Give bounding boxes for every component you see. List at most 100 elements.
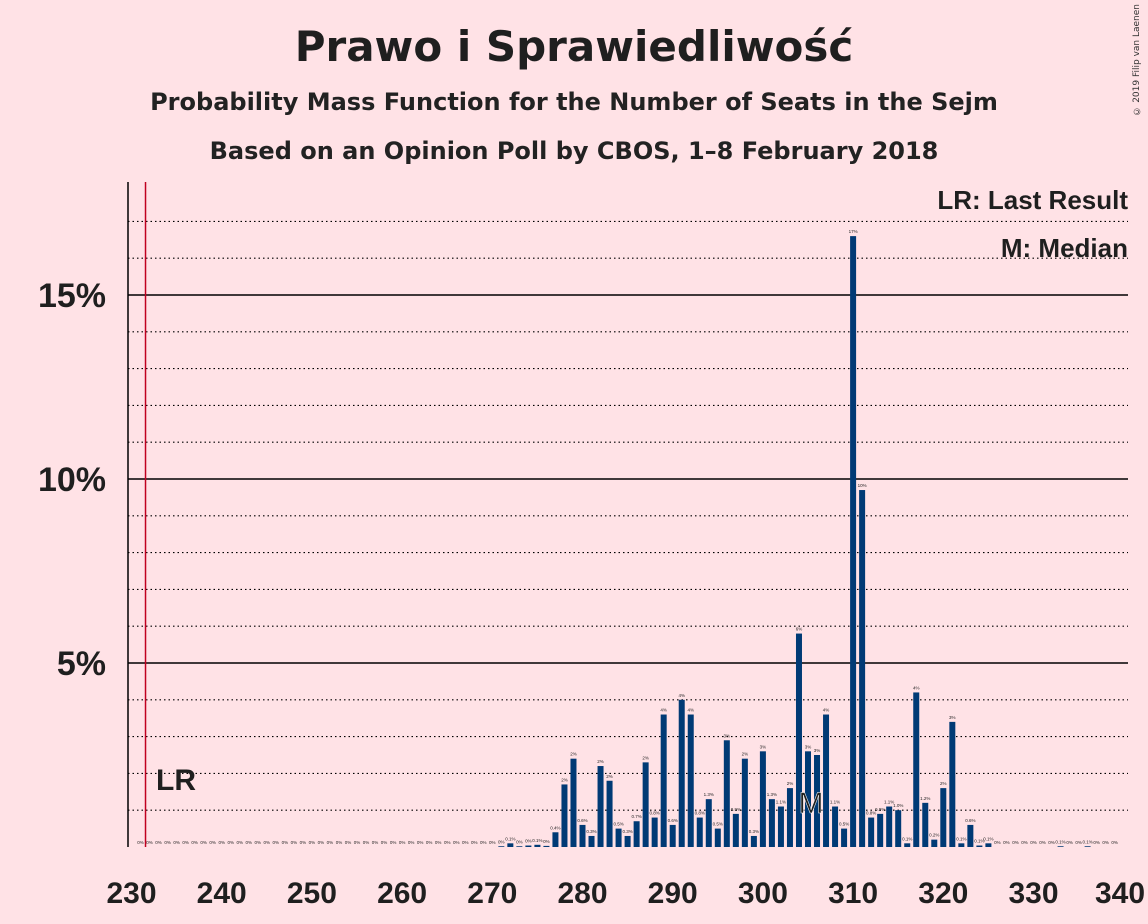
bar-label-339: 0%: [1111, 840, 1118, 845]
bar-label-293: 0.8%: [695, 811, 705, 816]
x-tick-label: 280: [557, 877, 607, 910]
bar-label-319: 0.2%: [929, 833, 939, 838]
bar-label-313: 0.9%: [875, 807, 885, 812]
bar-310: [850, 236, 857, 847]
bar-label-235: 0%: [173, 840, 180, 845]
bar-label-231: 0%: [137, 840, 144, 845]
bar-label-254: 0%: [345, 840, 352, 845]
bar-label-256: 0%: [363, 840, 370, 845]
bar-label-273: 0%: [516, 839, 523, 844]
bar-label-243: 0%: [246, 840, 253, 845]
bar-label-292: 4%: [687, 708, 694, 713]
bar-271: [498, 846, 505, 847]
legend-median: M: Median: [1001, 233, 1128, 263]
bar-297: [732, 813, 739, 847]
bar-label-247: 0%: [282, 840, 289, 845]
bar-272: [507, 843, 514, 847]
bar-label-328: 0%: [1012, 840, 1019, 845]
bar-309: [841, 828, 848, 847]
bar-295: [714, 828, 721, 847]
bar-label-323: 0.6%: [965, 818, 975, 823]
x-tick-label: 340: [1095, 877, 1145, 910]
bar-label-336: 0.1%: [1082, 839, 1092, 844]
bar-label-331: 0%: [1039, 840, 1046, 845]
median-marker: M: [799, 787, 824, 820]
bar-label-242: 0%: [236, 840, 243, 845]
bar-label-304: 6%: [796, 627, 803, 632]
x-tick-label: 310: [828, 877, 878, 910]
bar-label-295: 0.5%: [713, 822, 723, 827]
x-tick-label: 230: [106, 877, 156, 910]
x-tick-label: 300: [738, 877, 788, 910]
bar-300: [759, 751, 766, 847]
bar-284: [615, 828, 622, 847]
bar-320: [940, 788, 947, 847]
bar-label-311: 10%: [858, 483, 867, 488]
bar-label-315: 1.0%: [893, 803, 903, 808]
bar-label-334: 0%: [1066, 840, 1073, 845]
y-tick-labels: 5% 10% 15%: [38, 277, 106, 683]
x-tick-label: 260: [377, 877, 427, 910]
bar-273: [516, 846, 523, 847]
bar-301: [768, 799, 775, 847]
bar-278: [561, 784, 568, 847]
bar-282: [597, 766, 604, 847]
bar-280: [579, 824, 586, 847]
bar-label-236: 0%: [182, 840, 189, 845]
bar-311: [859, 490, 866, 847]
bar-label-329: 0%: [1021, 840, 1028, 845]
bar-label-281: 0.3%: [586, 829, 596, 834]
bar-label-296: 3%: [724, 733, 731, 738]
bar-label-278: 2%: [561, 777, 568, 782]
bar-label-286: 0.7%: [631, 814, 641, 819]
bar-296: [723, 740, 730, 847]
bar-label-244: 0%: [255, 840, 262, 845]
y-tick-label: 15%: [38, 277, 106, 315]
bar-298: [741, 758, 748, 847]
bar-label-274: 0%: [525, 839, 532, 844]
bar-label-302: 1.1%: [776, 800, 786, 805]
bar-label-248: 0%: [291, 840, 298, 845]
bar-label-288: 0.8%: [650, 811, 660, 816]
x-tick-label: 250: [287, 877, 337, 910]
bar-label-306: 3%: [814, 748, 821, 753]
bar-label-298: 2%: [742, 752, 749, 757]
bar-label-303: 2%: [787, 781, 794, 786]
x-tick-label: 240: [197, 877, 247, 910]
bar-290: [669, 824, 676, 847]
bar-label-301: 1.3%: [767, 792, 777, 797]
legend-last-result: LR: Last Result: [937, 185, 1128, 215]
bar-label-277: 0.4%: [550, 825, 560, 830]
x-tick-label: 270: [467, 877, 517, 910]
bar-label-234: 0%: [164, 840, 171, 845]
bar-279: [570, 758, 577, 847]
bar-318: [922, 802, 929, 847]
bar-label-262: 0%: [417, 840, 424, 845]
bar-label-327: 0%: [1003, 840, 1010, 845]
bar-label-263: 0%: [426, 840, 433, 845]
bar-label-270: 0%: [489, 840, 496, 845]
x-tick-label: 320: [918, 877, 968, 910]
bar-313: [877, 813, 884, 847]
bar-label-321: 3%: [949, 715, 956, 720]
bar-label-251: 0%: [318, 840, 325, 845]
bar-label-279: 2%: [570, 752, 577, 757]
bar-label-250: 0%: [309, 840, 316, 845]
bar-317: [913, 692, 920, 847]
bar-label-246: 0%: [273, 840, 280, 845]
bar-label-276: 0%: [543, 839, 550, 844]
bar-label-320: 2%: [940, 781, 947, 786]
chart-subtitle: Probability Mass Function for the Number…: [150, 88, 998, 116]
bar-label-237: 0%: [191, 840, 198, 845]
bar-287: [642, 762, 649, 847]
bar-275: [534, 844, 541, 847]
bar-label-299: 0.3%: [749, 829, 759, 834]
bar-289: [660, 714, 667, 847]
chart-title: Prawo i Sprawiedliwość: [294, 22, 854, 71]
bar-label-266: 0%: [453, 840, 460, 845]
y-tick-label: 5%: [57, 645, 106, 683]
bar-label-253: 0%: [336, 840, 343, 845]
bar-333: [1057, 846, 1064, 847]
last-result-marker: LR: [156, 764, 196, 797]
